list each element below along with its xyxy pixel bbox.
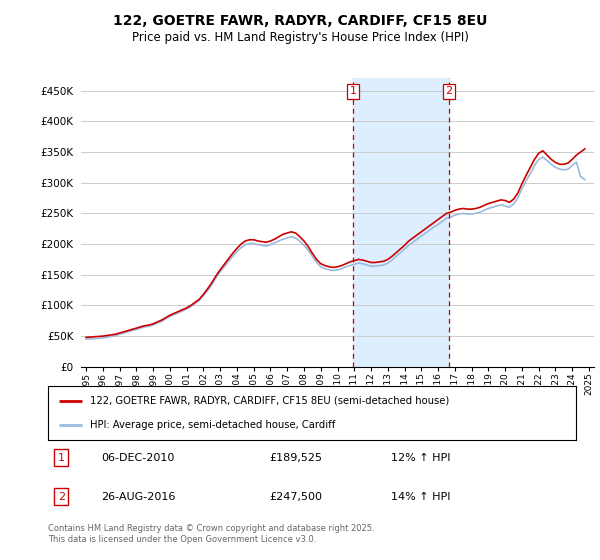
Text: 1: 1 (349, 86, 356, 96)
Text: 1: 1 (58, 452, 65, 463)
Text: £247,500: £247,500 (270, 492, 323, 502)
Text: 122, GOETRE FAWR, RADYR, CARDIFF, CF15 8EU (semi-detached house): 122, GOETRE FAWR, RADYR, CARDIFF, CF15 8… (90, 396, 449, 406)
Text: 26-AUG-2016: 26-AUG-2016 (101, 492, 175, 502)
Text: 122, GOETRE FAWR, RADYR, CARDIFF, CF15 8EU: 122, GOETRE FAWR, RADYR, CARDIFF, CF15 8… (113, 14, 487, 28)
Text: 2: 2 (58, 492, 65, 502)
Text: 06-DEC-2010: 06-DEC-2010 (101, 452, 174, 463)
Text: 14% ↑ HPI: 14% ↑ HPI (391, 492, 451, 502)
Text: 2: 2 (445, 86, 452, 96)
Text: 12% ↑ HPI: 12% ↑ HPI (391, 452, 451, 463)
Text: Price paid vs. HM Land Registry's House Price Index (HPI): Price paid vs. HM Land Registry's House … (131, 31, 469, 44)
Text: £189,525: £189,525 (270, 452, 323, 463)
Text: HPI: Average price, semi-detached house, Cardiff: HPI: Average price, semi-detached house,… (90, 420, 335, 430)
Bar (353, 78, 449, 367)
Text: Contains HM Land Registry data © Crown copyright and database right 2025.
This d: Contains HM Land Registry data © Crown c… (48, 524, 374, 544)
